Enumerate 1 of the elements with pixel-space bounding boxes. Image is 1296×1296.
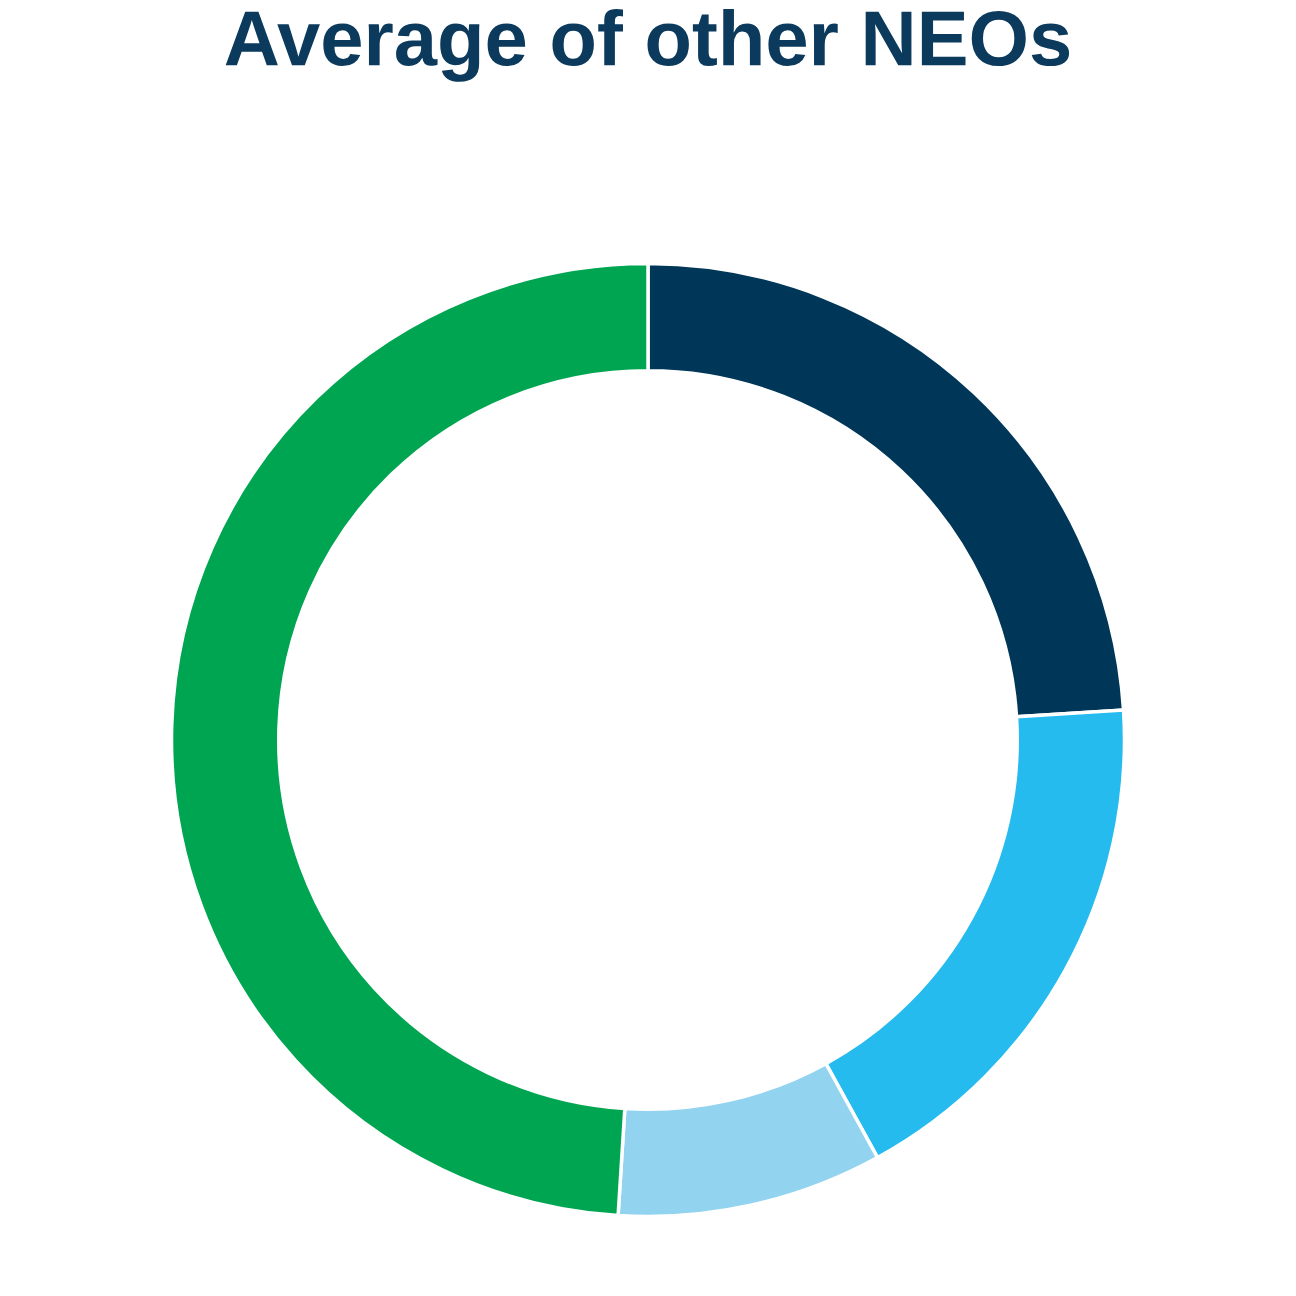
chart-title: Average of other NEOs <box>225 8 1070 82</box>
